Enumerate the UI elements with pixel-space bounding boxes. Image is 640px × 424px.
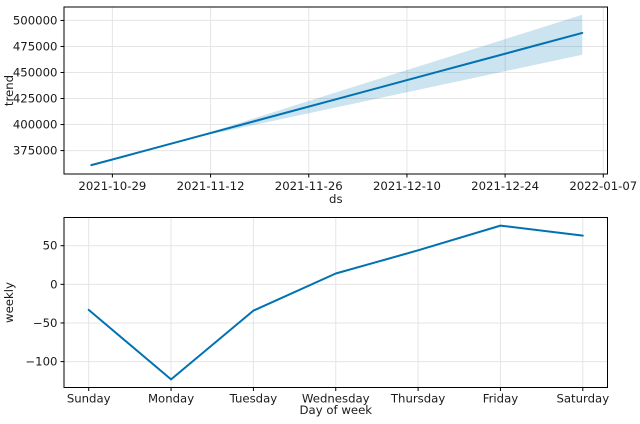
x-tick-label: Tuesday	[229, 392, 278, 406]
x-tick-label: 2021-12-24	[471, 179, 539, 193]
trend-line	[90, 31, 584, 167]
weekly-y-axis-label: weekly	[2, 282, 16, 323]
x-tick-label: 2021-12-10	[373, 179, 441, 193]
x-tick-label: Monday	[148, 392, 194, 406]
axes-spines	[63, 6, 608, 175]
weekly-subplot: Sunday Monday Tuesday Wednesday Thursday Frid…	[25, 217, 609, 406]
y-tick-label: 500000	[13, 13, 58, 27]
y-tick-label: 375000	[13, 144, 58, 158]
x-tick-label: Friday	[483, 392, 519, 406]
trend-x-axis-label: ds	[329, 192, 343, 206]
x-tick-label: 2021-10-29	[78, 179, 146, 193]
y-tick-label: 0	[50, 277, 57, 291]
x-tick-label: Saturday	[556, 392, 609, 406]
y-tick-label: 400000	[13, 118, 58, 132]
x-tick-label: 2022-01-07	[569, 179, 637, 193]
x-tick-label: Thursday	[390, 392, 445, 406]
x-tick-label: 2021-11-12	[177, 179, 245, 193]
y-tick-label: −100	[25, 355, 57, 369]
y-tick-label: −50	[33, 316, 58, 330]
weekly-x-axis-label: Day of week	[300, 403, 373, 417]
y-tick-label: 50	[43, 239, 58, 253]
x-tick-label: Sunday	[67, 392, 111, 406]
x-tick-label: 2021-11-26	[275, 179, 343, 193]
y-tick-label: 450000	[13, 65, 58, 79]
trend-y-axis-label: trend	[2, 75, 16, 106]
x-tick-label: Wednesday	[302, 392, 370, 406]
y-tick-label: 425000	[13, 92, 58, 106]
weekly-line	[87, 224, 584, 381]
y-tick-label: 475000	[13, 39, 58, 53]
trend-subplot: 2021-10-29 2021-11-12 2021-11-26 2021-12-10…	[13, 6, 637, 193]
trend-uncertainty-band	[189, 14, 583, 139]
